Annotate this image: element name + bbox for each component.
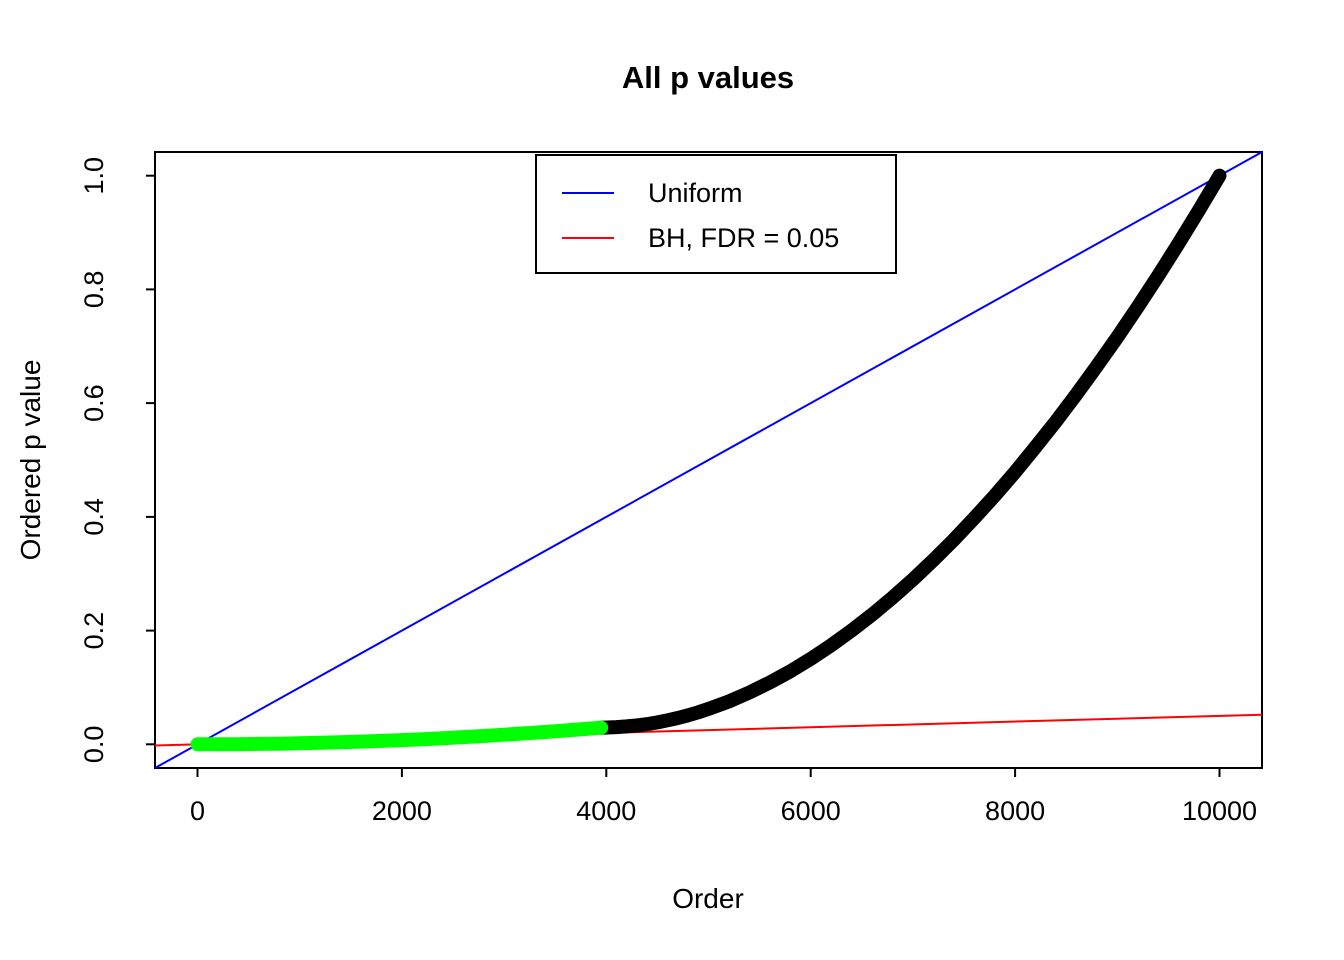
reference-line-uniform: [154, 151, 1263, 769]
x-tick-label: 4000: [576, 796, 636, 826]
y-tick-label: 0.4: [79, 498, 109, 536]
legend-label-uniform: Uniform: [648, 178, 743, 208]
x-tick-label: 6000: [781, 796, 841, 826]
x-tick-label: 2000: [372, 796, 432, 826]
x-tick-label: 0: [190, 796, 205, 826]
chart-title: All p values: [622, 60, 794, 95]
y-tick-label: 0.2: [79, 612, 109, 650]
series-nonsignificant-pvalues: [594, 168, 1227, 735]
x-axis-label: Order: [672, 883, 744, 914]
legend-box: [535, 154, 897, 274]
y-tick-label: 1.0: [79, 157, 109, 195]
legend: Uniform BH, FDR = 0.05: [535, 154, 897, 274]
legend-label-bh: BH, FDR = 0.05: [648, 223, 839, 253]
series-significant-pvalues: [190, 720, 609, 752]
plot-layer: 0 2000 4000 6000 8000 10000 0.0 0.2 0.4 0.6 0.8 1.0: [79, 151, 1263, 826]
y-tick-label: 0.0: [79, 726, 109, 764]
y-axis-label: Ordered p value: [15, 360, 46, 561]
plot-box: [154, 151, 1263, 769]
x-tick-label: 8000: [985, 796, 1045, 826]
y-tick-label: 0.6: [79, 384, 109, 422]
y-tick-label: 0.8: [79, 271, 109, 309]
x-tick-label: 10000: [1182, 796, 1257, 826]
